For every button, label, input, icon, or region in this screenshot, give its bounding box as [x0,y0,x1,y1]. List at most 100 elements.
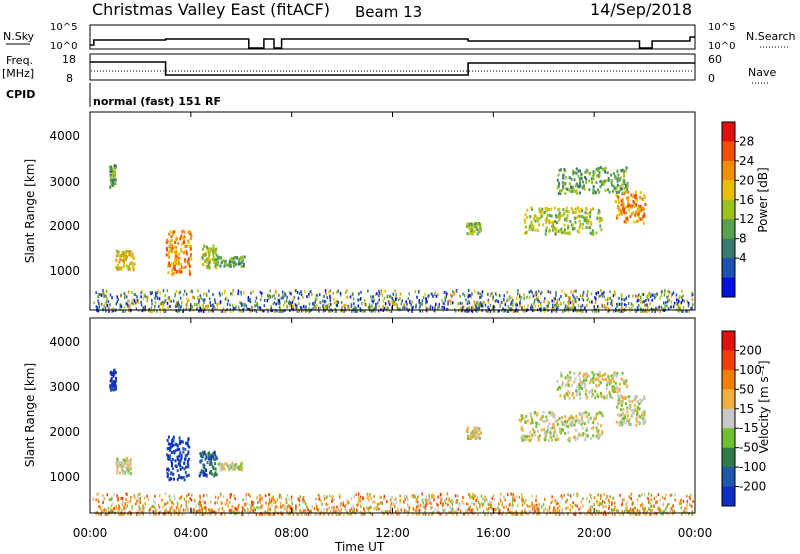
scatter-cell [601,432,604,436]
ground-scatter-cell [527,304,529,308]
ground-scatter-cell [488,506,490,510]
scatter-cell [627,190,630,194]
scatter-cell [562,208,565,212]
scatter-cell [558,218,561,222]
ground-scatter-cell [138,508,140,512]
ground-scatter-cell [643,300,645,304]
scatter-cell [208,451,211,455]
ground-scatter-cell [573,512,575,516]
ground-scatter-cell [557,506,559,510]
scatter-cell [167,253,170,257]
ground-scatter-cell [195,510,198,514]
scatter-cell [125,457,128,460]
scatter-cell [547,439,550,443]
ground-scatter-cell [282,503,285,507]
ground-scatter-cell [484,498,486,502]
ground-scatter-cell [595,509,598,512]
ground-scatter-cell [662,502,665,506]
power-scatter-layer [93,164,694,313]
ground-scatter-cell [418,290,420,294]
ground-scatter-cell [142,506,144,510]
ground-scatter-cell [662,307,664,310]
ground-scatter-cell [508,296,511,300]
ground-scatter-cell [414,290,417,294]
scatter-cell [238,260,241,264]
ground-scatter-cell [252,290,254,293]
scatter-cell [573,420,576,424]
ground-scatter-cell [534,304,536,308]
ground-scatter-cell [342,501,344,505]
ground-scatter-cell [418,307,421,311]
scatter-cell [554,226,557,230]
ground-scatter-cell [547,304,550,308]
ground-scatter-cell [247,493,250,496]
ground-scatter-cell [667,294,670,298]
scatter-cell [114,384,117,388]
ground-scatter-cell [289,301,291,305]
scatter-cell [590,389,593,393]
ground-scatter-cell [621,297,623,301]
ground-scatter-cell [577,304,580,308]
scatter-cell [536,229,539,232]
ground-scatter-cell [341,305,343,309]
ground-scatter-cell [411,306,413,310]
ground-scatter-cell [574,299,577,302]
ground-scatter-cell [144,305,146,309]
ground-scatter-cell [523,309,525,313]
ground-scatter-cell [289,507,291,511]
ground-scatter-cell [231,509,233,513]
scatter-cell [606,383,608,387]
ground-scatter-cell [284,300,286,304]
scatter-cell [556,215,559,218]
ground-scatter-cell [573,306,575,310]
ground-scatter-cell [530,303,533,307]
scatter-cell [526,230,529,234]
scatter-cell [616,169,619,173]
scatter-cell [560,429,563,433]
scatter-cell [626,418,629,422]
scatter-cell [636,409,639,413]
ground-scatter-cell [169,506,171,510]
scatter-cell [641,410,644,414]
ground-scatter-cell [105,512,107,516]
scatter-cell [228,259,231,263]
scatter-cell [632,409,635,413]
scatter-cell [126,464,129,468]
ground-scatter-cell [527,512,529,516]
ground-scatter-cell [259,495,261,499]
scatter-cell [617,195,620,199]
scatter-cell [175,238,178,241]
scatter-cell [627,204,629,208]
scatter-cell [167,457,170,461]
ground-scatter-cell [685,510,688,514]
scatter-cell [233,261,236,265]
ground-scatter-cell [376,506,379,510]
ground-scatter-cell [659,296,661,300]
scatter-cell [597,436,600,440]
scatter-cell [584,219,587,223]
ground-scatter-cell [419,309,421,313]
scatter-cell [175,251,178,255]
scatter-cell [559,229,562,233]
ground-scatter-cell [269,498,271,501]
scatter-cell [559,386,562,390]
ground-scatter-cell [689,503,691,507]
ground-scatter-cell [307,508,310,512]
scatter-cell [167,454,170,458]
scatter-cell [605,386,608,390]
scatter-cell [568,436,571,440]
scatter-cell [633,204,636,208]
scatter-cell [634,213,637,217]
ground-scatter-cell [656,512,658,516]
ground-scatter-cell [331,498,334,502]
ground-scatter-cell [633,510,635,514]
scatter-cell [130,467,132,471]
colorbar-tick-label: 24 [739,154,754,168]
ground-scatter-cell [155,512,157,516]
ground-scatter-cell [554,309,556,313]
scatter-cell [607,375,610,379]
scatter-cell [176,457,179,461]
scatter-cell [479,225,482,229]
ground-scatter-cell [643,510,646,514]
ground-scatter-cell [517,289,519,293]
